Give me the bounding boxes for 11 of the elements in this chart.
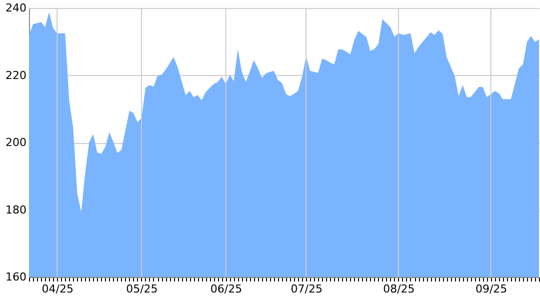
y-tick-label: 160	[6, 270, 26, 284]
y-tick-label: 220	[6, 68, 26, 82]
x-tick-label: 07/25	[290, 282, 322, 296]
y-tick-label: 200	[6, 136, 26, 149]
x-tick-label: 08/25	[383, 282, 415, 296]
x-tick-label: 06/25	[210, 282, 242, 296]
y-tick-label: 240	[6, 2, 26, 14]
x-tick-label: 05/25	[126, 282, 158, 296]
x-tick-label: 09/25	[475, 282, 508, 296]
y-tick-label: 180	[6, 203, 26, 216]
x-tick-label: 04/25	[42, 282, 74, 296]
